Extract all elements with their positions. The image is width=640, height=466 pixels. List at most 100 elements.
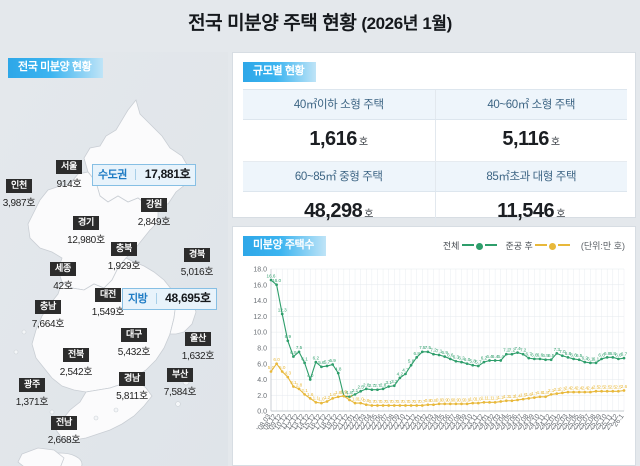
map-marker-busan: 부산 7,584호 [156, 364, 204, 398]
region-value: 7,664호 [31, 319, 65, 330]
svg-text:7.2: 7.2 [503, 348, 510, 353]
svg-text:1.0: 1.0 [318, 397, 325, 402]
region-name: 인천 [6, 179, 32, 193]
size-header-1: 40~60㎡ 소형 주택 [434, 89, 627, 120]
svg-text:2.4: 2.4 [565, 385, 572, 390]
svg-text:7.2: 7.2 [520, 348, 527, 353]
region-value: 42호 [53, 281, 73, 292]
svg-text:0.7: 0.7 [402, 399, 409, 404]
svg-text:1.9: 1.9 [341, 389, 348, 394]
region-name: 부산 [167, 368, 193, 382]
highlight-key: 지방 [128, 293, 148, 305]
svg-text:3.1: 3.1 [290, 380, 297, 385]
map-marker-jeonnam: 전남 2,668호 [40, 412, 88, 446]
svg-text:4.0: 4.0 [257, 377, 267, 384]
region-value: 2,542호 [59, 367, 93, 378]
divider [155, 293, 157, 304]
svg-text:6.0: 6.0 [464, 357, 471, 362]
svg-text:2.4: 2.4 [576, 385, 583, 390]
svg-text:0.9: 0.9 [458, 397, 465, 402]
region-value: 2,668호 [47, 435, 81, 446]
svg-text:1.6: 1.6 [307, 392, 314, 397]
svg-text:1.5: 1.5 [520, 393, 527, 398]
svg-text:0.9: 0.9 [464, 397, 471, 402]
svg-text:4.3: 4.3 [285, 370, 292, 375]
size-value-1: 5,116 [502, 128, 549, 150]
svg-text:2.8: 2.8 [380, 382, 387, 387]
svg-text:1.2: 1.2 [498, 395, 505, 400]
svg-text:0.7: 0.7 [408, 399, 415, 404]
svg-text:1.6: 1.6 [329, 392, 336, 397]
map-marker-chungnam: 충남 7,664호 [24, 296, 72, 330]
svg-text:7.0: 7.0 [559, 349, 566, 354]
svg-text:2.5: 2.5 [598, 385, 605, 390]
highlight-value: 17,881호 [144, 167, 191, 181]
region-name: 대구 [121, 328, 147, 342]
legend-dot-total-icon [475, 243, 483, 250]
size-header-0: 40㎡이하 소형 주택 [243, 89, 435, 120]
svg-text:6.9: 6.9 [442, 350, 449, 355]
svg-text:5.6: 5.6 [318, 360, 325, 365]
region-name: 서울 [56, 160, 82, 174]
svg-text:1.0: 1.0 [470, 397, 477, 402]
svg-text:0.9: 0.9 [436, 397, 443, 402]
highlight-capital-region: 수도권 17,881호 [92, 164, 197, 186]
svg-text:0.7: 0.7 [413, 399, 420, 404]
svg-text:2.5: 2.5 [604, 385, 611, 390]
svg-text:1.1: 1.1 [313, 396, 320, 401]
svg-text:5.7: 5.7 [475, 359, 482, 364]
svg-text:1.6: 1.6 [526, 392, 533, 397]
size-panel-chip: 규모별 현황 [243, 62, 317, 82]
region-value: 7,584호 [163, 387, 197, 398]
svg-text:6.5: 6.5 [576, 353, 583, 358]
svg-text:6.2: 6.2 [313, 355, 320, 360]
svg-text:0.9: 0.9 [453, 397, 460, 402]
size-value-0: 1,616 [309, 128, 357, 150]
region-value: 5,016호 [180, 267, 214, 278]
svg-text:3.2: 3.2 [391, 379, 398, 384]
svg-text:2.5: 2.5 [357, 385, 364, 390]
region-name: 경남 [119, 372, 145, 386]
page-title-main: 전국 미분양 주택 현황 [188, 13, 357, 34]
region-value: 5,432호 [117, 347, 151, 358]
region-name: 세종 [50, 262, 76, 276]
svg-text:6.8: 6.8 [604, 351, 611, 356]
divider [135, 169, 137, 180]
region-name: 경북 [184, 248, 210, 262]
region-value: 914호 [56, 179, 82, 190]
svg-text:6.3: 6.3 [453, 355, 460, 360]
map-marker-sejong: 세종 42호 [40, 258, 86, 292]
svg-text:1.4: 1.4 [346, 393, 353, 398]
svg-text:1.7: 1.7 [531, 391, 538, 396]
map-marker-gyeongbuk: 경북 5,016호 [172, 244, 222, 278]
svg-text:16.0: 16.0 [253, 282, 267, 289]
region-name: 경기 [73, 216, 99, 230]
svg-text:6.1: 6.1 [301, 356, 308, 361]
svg-text:7.2: 7.2 [430, 348, 437, 353]
svg-text:6.6: 6.6 [615, 352, 622, 357]
svg-text:2.8: 2.8 [363, 382, 370, 387]
svg-text:0.8: 0.8 [430, 398, 437, 403]
map-marker-incheon: 인천 3,987호 [0, 175, 44, 209]
svg-text:0.9: 0.9 [447, 397, 454, 402]
svg-text:6.4: 6.4 [498, 354, 505, 359]
svg-text:6.8: 6.8 [565, 351, 572, 356]
size-unit: 호 [556, 209, 566, 220]
legend-label-after: 준공 후 [505, 241, 533, 251]
size-value-3: 11,546 [497, 200, 555, 222]
svg-text:2.1: 2.1 [301, 388, 308, 393]
svg-text:4.0: 4.0 [307, 373, 314, 378]
svg-text:2.2: 2.2 [554, 387, 561, 392]
svg-text:6.0: 6.0 [257, 361, 267, 368]
size-table: 40㎡이하 소형 주택 40~60㎡ 소형 주택 1,616 호 5,116 호 6… [243, 89, 627, 234]
svg-text:4.2: 4.2 [397, 371, 404, 376]
svg-text:8.0: 8.0 [257, 345, 267, 352]
map-marker-gyeongnam: 경남 5,811호 [108, 368, 156, 402]
svg-text:1.0: 1.0 [352, 397, 359, 402]
table-row: 40㎡이하 소형 주택 40~60㎡ 소형 주택 [243, 89, 627, 120]
page-title-period: (2026년 1월) [361, 14, 452, 33]
svg-text:6.7: 6.7 [621, 352, 628, 357]
region-value: 1,632호 [181, 351, 215, 362]
svg-text:5.8: 5.8 [408, 359, 415, 364]
